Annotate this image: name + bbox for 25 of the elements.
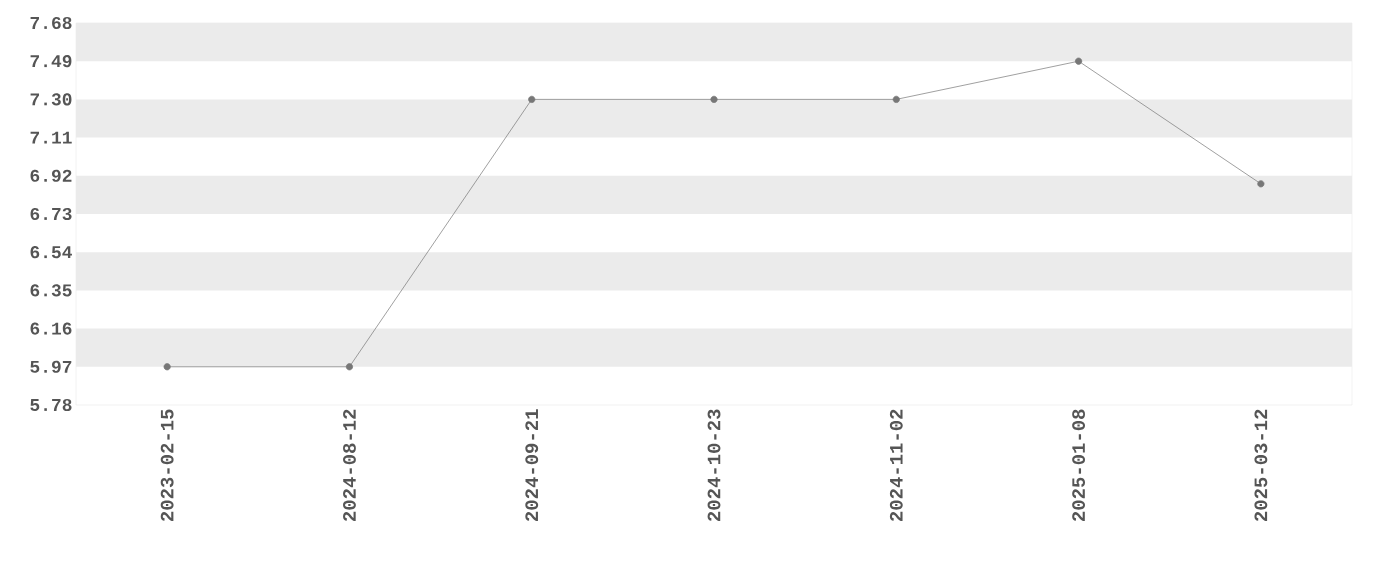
point	[163, 363, 171, 371]
y-tick-label: 7.11	[30, 131, 72, 144]
point	[710, 95, 718, 103]
x-tick-label: 2024-10-23	[707, 409, 721, 521]
y-tick-label: 5.78	[30, 398, 72, 412]
y-tick-label: 5.97	[30, 360, 72, 373]
point	[1075, 57, 1083, 65]
point	[1257, 180, 1265, 188]
y-tick-label: 7.30	[30, 93, 72, 106]
x-tick-label: 2024-09-21	[525, 409, 539, 521]
y-tick-label: 6.35	[30, 284, 72, 297]
x-tick-label: 2025-01-08	[1072, 409, 1086, 521]
point	[892, 95, 900, 103]
x-tick-label: 2024-08-12	[343, 409, 356, 521]
point	[528, 95, 536, 103]
y-tick-label: 6.54	[30, 246, 72, 259]
x-tick-label: 2024-11-02	[889, 409, 903, 521]
x-tick-label: 2023-02-15	[160, 409, 174, 521]
y-tick-label: 7.49	[30, 55, 72, 68]
point	[345, 363, 353, 371]
x-tick-label: 2025-03-12	[1254, 409, 1268, 521]
y-tick-label: 6.92	[30, 169, 72, 182]
y-tick-label: 7.68	[30, 16, 72, 30]
y-tick-label: 6.16	[30, 322, 72, 335]
y-tick-label: 6.73	[30, 207, 72, 221]
